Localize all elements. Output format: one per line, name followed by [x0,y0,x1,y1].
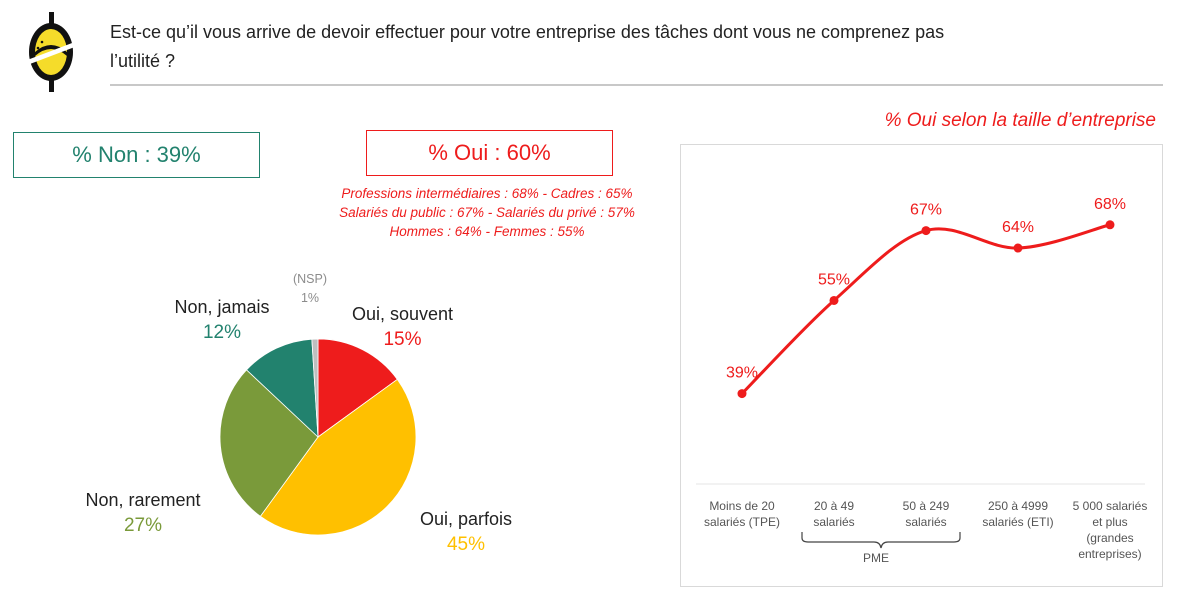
x-tick-line: 250 à 4999 [987,499,1049,513]
slice-value: 1% [300,291,320,305]
line-chart: 39% 55% 67% 64% 68% [696,196,1145,485]
data-label: 68% [1094,196,1126,213]
data-point [921,226,931,236]
x-tick-label: 20 à 49 salariés [789,498,879,530]
data-point [1013,243,1023,253]
data-label: 67% [910,202,942,219]
pie-label-oui-parfois: Oui, parfois 45% [408,507,524,557]
summary-oui-box: % Oui : 60% [366,130,613,176]
pie-slice [219,369,319,517]
x-tick-line: 5 000 salariés [1072,499,1148,513]
slice-value: 12% [202,322,242,343]
question-line-1: Est-ce qu’il vous arrive de devoir effec… [110,22,945,42]
data-label: 64% [1002,219,1034,236]
breakdown-line: Salariés du public : 67% - Salariés du p… [339,205,635,220]
summary-non-box: % Non : 39% [13,132,260,178]
pie-label-non-jamais: Non, jamais 12% [160,295,284,345]
pie-slice [245,338,319,438]
x-tick-line: et plus [1092,515,1128,529]
line-chart-title: % Oui selon la taille d’entreprise [884,110,1156,131]
question-line-2: l’utilité ? [110,51,176,71]
x-tick-line: entreprises) [1078,547,1142,561]
x-tick-label: 5 000 salariés et plus (grandes entrepri… [1064,498,1156,562]
slice-value: 45% [446,534,486,555]
data-point [1105,220,1115,230]
data-point [829,295,839,305]
breakdown-line: Professions intermédiaires : 68% - Cadre… [341,186,633,201]
x-tick-line: salariés [905,515,947,529]
pie-label-non-rarement: Non, rarement 27% [73,488,213,538]
slice-name: Non, jamais [174,297,270,317]
x-tick-label: 250 à 4999 salariés (ETI) [972,498,1064,530]
slice-name: Oui, parfois [419,509,513,529]
data-point [737,389,747,399]
x-tick-label: 50 à 249 salariés [881,498,971,530]
breakdown-line: Hommes : 64% - Femmes : 55% [389,224,585,239]
pie-slice [317,338,398,438]
slice-name: Oui, souvent [351,304,454,324]
slice-value: 15% [383,329,422,350]
series-line [740,223,1111,395]
pie-slice [259,378,417,536]
survey-question: Est-ce qu’il vous arrive de devoir effec… [110,18,1150,76]
pie-slice [311,338,319,438]
x-tick-label: Moins de 20 salariés (TPE) [697,498,787,530]
data-label: 55% [818,271,850,288]
x-tick-line: salariés (ETI) [982,515,1054,529]
pie-label-oui-souvent: Oui, souvent 15% [350,302,455,352]
header-divider [110,84,1163,86]
logo-icon [22,12,80,92]
pme-bracket [801,532,961,549]
slice-name: (NSP) [292,272,328,286]
x-tick-line: 50 à 249 [902,499,950,513]
x-tick-line: salariés [813,515,855,529]
x-tick-line: Moins de 20 [709,499,775,513]
slice-value: 27% [123,515,163,536]
x-tick-line: (grandes [1086,531,1134,545]
line-chart-frame [680,144,1163,587]
oui-breakdown: Professions intermédiaires : 68% - Cadre… [300,184,674,241]
x-tick-line: 20 à 49 [813,499,855,513]
pie-chart [219,338,417,536]
pme-group-label: PME [862,551,889,565]
slice-name: Non, rarement [85,490,201,510]
pie-label-nsp: (NSP) 1% [285,270,335,308]
x-tick-line: salariés (TPE) [703,515,780,529]
data-label: 39% [726,365,758,382]
